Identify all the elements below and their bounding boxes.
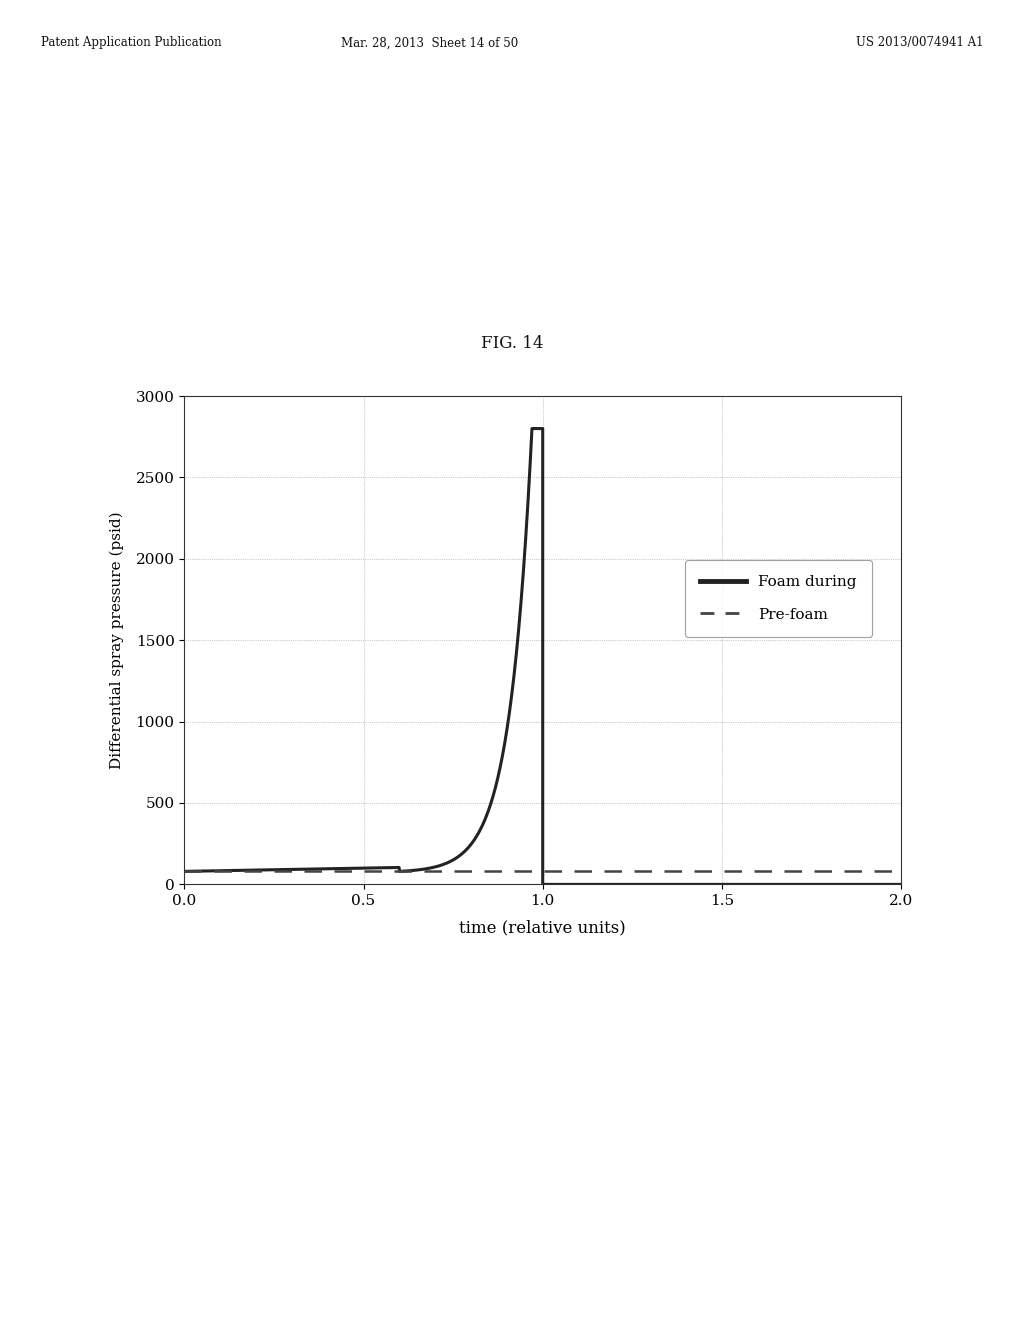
- Foam during: [178, 863, 190, 879]
- Foam during: [190, 863, 203, 879]
- Foam during: [526, 421, 539, 437]
- Pre-foam: [895, 863, 907, 879]
- Foam during: [537, 876, 549, 892]
- Line: Foam during: Foam during: [184, 429, 901, 884]
- Pre-foam: [251, 863, 263, 879]
- Pre-foam: [468, 863, 480, 879]
- Pre-foam: [178, 863, 190, 879]
- Text: US 2013/0074941 A1: US 2013/0074941 A1: [855, 37, 983, 49]
- Pre-foam: [750, 863, 762, 879]
- Foam during: [895, 876, 907, 892]
- Foam during: [380, 859, 392, 875]
- Foam during: [719, 876, 731, 892]
- Pre-foam: [494, 863, 506, 879]
- Foam during: [230, 862, 243, 878]
- Text: Mar. 28, 2013  Sheet 14 of 50: Mar. 28, 2013 Sheet 14 of 50: [341, 37, 519, 49]
- X-axis label: time (relative units): time (relative units): [460, 919, 626, 936]
- Text: Patent Application Publication: Patent Application Publication: [41, 37, 221, 49]
- Foam during: [453, 849, 465, 865]
- Pre-foam: [671, 863, 683, 879]
- Foam during: [463, 838, 475, 854]
- Pre-foam: [737, 863, 750, 879]
- Text: FIG. 14: FIG. 14: [480, 335, 544, 351]
- Y-axis label: Differential spray pressure (psid): Differential spray pressure (psid): [111, 511, 125, 770]
- Legend: Foam during, Pre-foam: Foam during, Pre-foam: [685, 560, 872, 636]
